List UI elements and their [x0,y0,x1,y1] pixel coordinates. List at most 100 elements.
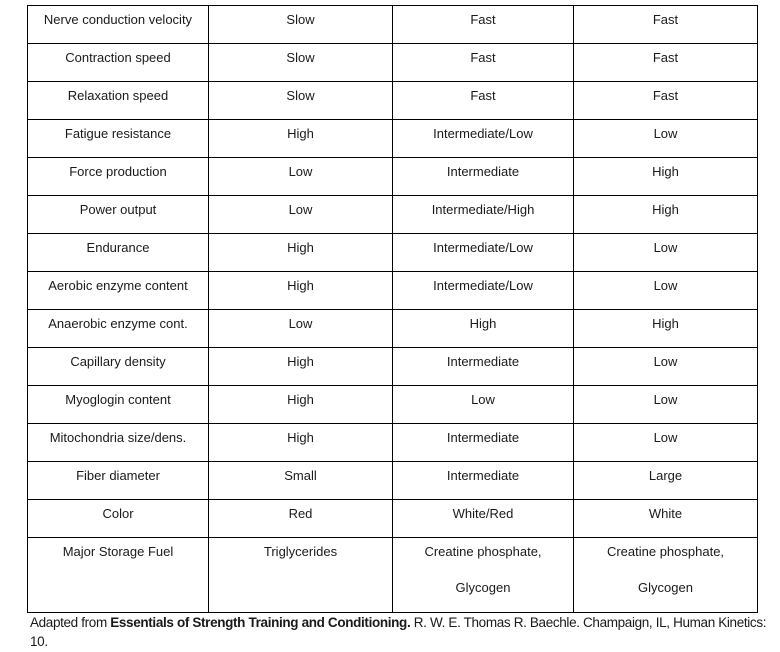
value-cell: Slow [208,43,393,82]
cell-text: White [648,506,683,521]
cell-text: Intermediate [446,354,520,369]
value-cell: Intermediate [392,347,574,386]
cell-text: Triglycerides [263,544,338,559]
value-cell: White [573,499,758,538]
row-label-cell: Myoglogin content [27,385,209,424]
value-cell: Fast [573,5,758,44]
row-label-cell: Power output [27,195,209,234]
value-cell: Low [573,233,758,272]
table-row: Major Storage Fuel Triglycerides Creatine … [27,537,758,613]
cell-text: Low [288,316,313,331]
value-cell: Low [208,157,393,196]
cell-text: High [469,316,497,331]
cell-text: Slow [286,12,315,27]
value-cell: High [573,309,758,348]
cell-text: High [287,240,314,255]
value-cell: Slow [208,5,393,44]
value-cell: Slow [208,81,393,120]
row-label-cell: Endurance [27,233,209,272]
cell-text: Intermediate/Low [433,278,533,293]
muscle-fiber-comparison-table: Nerve conduction velocity Slow Fast Fast Con… [27,5,758,613]
value-cell: Intermediate/Low [392,119,574,158]
table-row: Endurance High Intermediate/Low Low [27,233,758,272]
citation-line-1: Adapted from Essentials of Strength Trai… [30,615,778,631]
cell-text: High [287,430,314,445]
value-cell: High [208,423,393,462]
cell-text: Intermediate [446,468,520,483]
value-cell: Low [392,385,574,424]
table-row: Color Red White/Red White [27,499,758,538]
cell-text: Low [653,430,678,445]
row-label-cell: Fatigue resistance [27,119,209,158]
cell-text: Creatine phosphate, [606,544,725,559]
row-label-cell: Fiber diameter [27,461,209,500]
value-cell: High [208,271,393,310]
row-label-cell: Color [27,499,209,538]
cell-text: Red [288,506,313,521]
value-cell: Small [208,461,393,500]
citation-line-2: 10. [30,634,48,649]
row-label-cell: Relaxation speed [27,81,209,120]
row-label-cell: Aerobic enzyme content [27,271,209,310]
row-label-cell: Anaerobic enzyme cont. [27,309,209,348]
cell-text: Low [288,164,313,179]
cell-text: High [652,316,679,331]
cell-text: High [652,164,679,179]
cell-text: Fast [652,12,679,27]
cell-text: Creatine phosphate, [424,544,542,559]
table-row: Contraction speed Slow Fast Fast [27,43,758,82]
cell-text: Slow [286,88,315,103]
cell-text: Low [653,278,678,293]
cell-text: Myoglogin content [65,392,171,407]
table-row: Relaxation speed Slow Fast Fast [27,81,758,120]
table-row: Anaerobic enzyme cont. Low High High [27,309,758,348]
cell-text: Fast [470,12,496,27]
value-cell: Low [208,195,393,234]
table-row: Power output Low Intermediate/High High [27,195,758,234]
value-cell: High [208,119,393,158]
value-cell: Intermediate/Low [392,271,574,310]
table-row: Nerve conduction velocity Slow Fast Fast [27,5,758,44]
value-cell: Fast [392,5,574,44]
value-cell: Fast [573,43,758,82]
table-row: Mitochondria size/dens. High Intermediate L… [27,423,758,462]
cell-text: White/Red [452,506,514,521]
cell-text: Large [648,468,683,483]
cell-text: Aerobic enzyme content [48,278,188,293]
row-label-cell: Nerve conduction velocity [27,5,209,44]
source-citation: Adapted from Essentials of Strength Trai… [30,615,778,650]
value-cell: Low [573,385,758,424]
cell-text: Contraction speed [65,50,171,65]
value-cell: Low [573,119,758,158]
cell-text: Power output [79,202,157,217]
cell-text: Fiber diameter [76,468,160,483]
value-cell: Fast [573,81,758,120]
cell-text: Relaxation speed [67,88,169,103]
cell-text: Glycogen [455,580,511,595]
cell-text: Major Storage Fuel [62,544,174,559]
value-cell: Triglycerides [208,537,393,613]
table-row: Myoglogin content High Low Low [27,385,758,424]
table-row: Fatigue resistance High Intermediate/Low Lo… [27,119,758,158]
cell-text: Low [653,392,678,407]
cell-text: Intermediate/Low [433,126,533,141]
value-cell: White/Red [392,499,574,538]
cell-text: Fast [470,88,496,103]
value-cell: Low [208,309,393,348]
row-label-cell: Major Storage Fuel [27,537,209,613]
value-cell: Large [573,461,758,500]
value-cell: Low [573,423,758,462]
value-cell: High [392,309,574,348]
row-label-cell: Mitochondria size/dens. [27,423,209,462]
cell-text: Low [653,354,678,369]
value-cell: High [208,347,393,386]
row-label-cell: Force production [27,157,209,196]
cell-text: High [287,354,314,369]
row-label-cell: Capillary density [27,347,209,386]
cell-text: High [287,278,314,293]
table-row: Capillary density High Intermediate Low [27,347,758,386]
cell-text: Glycogen [638,580,693,595]
cell-text: Low [653,240,678,255]
citation-prefix: Adapted from [30,615,111,630]
citation-book-title: Essentials of Strength Training and Cond… [110,615,411,630]
